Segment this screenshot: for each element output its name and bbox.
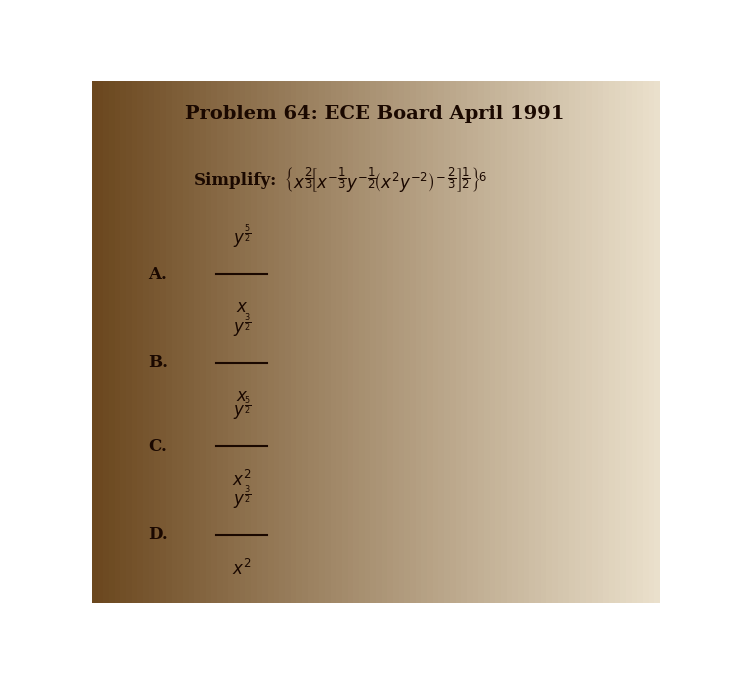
Text: Simplify:: Simplify: <box>193 172 277 189</box>
Text: $\left\{x^{\dfrac{2}{3}}\!\left[x^{-\dfrac{1}{3}}y^{-\dfrac{1}{2}}\!\left(x^{2}y: $\left\{x^{\dfrac{2}{3}}\!\left[x^{-\dfr… <box>285 166 488 195</box>
Text: A.: A. <box>148 265 167 282</box>
Text: Problem 64: ECE Board April 1991: Problem 64: ECE Board April 1991 <box>185 105 565 123</box>
Text: $y^{\frac{5}{2}}$: $y^{\frac{5}{2}}$ <box>233 222 251 250</box>
Text: D.: D. <box>148 526 168 543</box>
Text: $y^{\frac{3}{2}}$: $y^{\frac{3}{2}}$ <box>233 483 251 510</box>
Text: $x$: $x$ <box>236 298 248 316</box>
Text: $x^{2}$: $x^{2}$ <box>232 559 252 579</box>
Text: $x^{2}$: $x^{2}$ <box>232 470 252 490</box>
Text: B.: B. <box>148 354 168 371</box>
Text: C.: C. <box>148 437 167 455</box>
Text: $y^{\frac{5}{2}}$: $y^{\frac{5}{2}}$ <box>233 394 251 422</box>
Text: $y^{\frac{3}{2}}$: $y^{\frac{3}{2}}$ <box>233 311 251 338</box>
Text: $x$: $x$ <box>236 387 248 405</box>
